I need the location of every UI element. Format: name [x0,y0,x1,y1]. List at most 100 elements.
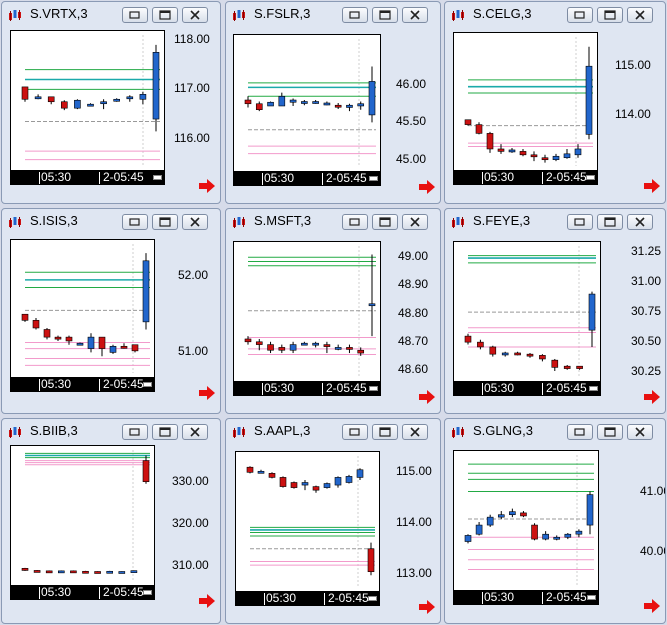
candle-body [312,486,320,491]
candle-body [244,338,252,343]
candle-body [497,514,505,518]
forward-arrow-icon[interactable] [198,179,216,193]
minimize-button[interactable] [567,214,593,230]
close-button[interactable] [402,214,428,230]
scroll-thumb[interactable] [368,596,377,601]
x-tick-divider [99,379,100,391]
maximize-button[interactable] [152,214,178,230]
x-tick-divider [262,173,263,185]
maximize-button[interactable] [372,424,398,440]
chart-window[interactable]: S.VRTX,3 05:30 2-05:45 118.00 117.00 116.00 [1,1,221,204]
x-tick-label: 05:30 [484,170,515,184]
candle-body [501,352,509,356]
candle-body [268,473,276,478]
forward-arrow-icon[interactable] [418,600,436,614]
close-button[interactable] [627,7,653,23]
maximize-button[interactable] [152,7,178,23]
candle-body [76,342,84,346]
candle-body [345,476,353,483]
title-bar[interactable]: S.FEYE,3 [445,209,665,235]
candle-body [497,148,505,152]
chart-window[interactable]: S.AAPL,3 05:30 2-05:45 115.00 114.00 113.00 [225,418,441,624]
minimize-button[interactable] [342,7,368,23]
scroll-thumb[interactable] [143,590,152,595]
title-bar[interactable]: S.FSLR,3 [226,2,440,28]
y-tick-label: 116.00 [174,130,210,145]
chart-window[interactable]: S.GLNG,3 05:30 2-05:45 41.00 40.00 [444,418,666,624]
candle-body [563,365,571,369]
title-bar[interactable]: S.CELG,3 [445,2,665,28]
scroll-thumb[interactable] [369,176,378,181]
forward-arrow-icon[interactable] [418,390,436,404]
title-bar[interactable]: S.MSFT,3 [226,209,440,235]
scroll-thumb[interactable] [589,386,598,391]
forward-arrow-icon[interactable] [643,179,661,193]
candle-body [357,103,365,107]
chart-window[interactable]: S.CELG,3 05:30 2-05:45 115.00 114.00 [444,1,666,204]
forward-arrow-icon[interactable] [643,599,661,613]
minimize-button[interactable] [122,424,148,440]
close-button[interactable] [627,214,653,230]
candle-body [477,341,484,348]
title-bar[interactable]: S.GLNG,3 [445,419,665,445]
minimize-button[interactable] [342,214,368,230]
scroll-thumb[interactable] [587,595,596,600]
minimize-button[interactable] [122,214,148,230]
minimize-button[interactable] [567,424,593,440]
close-button[interactable] [627,424,653,440]
chart-window[interactable]: S.FSLR,3 05:30 2-05:45 46.00 45.50 45.00 [225,1,441,204]
chart-window[interactable]: S.BIIB,3 05:30 2-05:45 330.00 320.00 310.00 [1,418,221,624]
candle-body [486,516,494,526]
title-bar[interactable]: S.AAPL,3 [226,419,440,445]
window-title: S.ISIS,3 [30,213,78,228]
forward-arrow-icon[interactable] [198,386,216,400]
close-button[interactable] [182,214,208,230]
chart-window[interactable]: S.MSFT,3 05:30 2-05:45 49.00 48.90 48.80 48.70… [225,208,441,414]
candlestick-app-icon [232,8,246,22]
maximize-button[interactable] [597,424,623,440]
title-bar[interactable]: S.VRTX,3 [2,2,220,28]
close-button[interactable] [402,7,428,23]
candle-body [586,494,594,526]
forward-arrow-icon[interactable] [418,180,436,194]
maximize-button[interactable] [372,214,398,230]
candle-body [301,342,308,346]
maximize-button[interactable] [152,424,178,440]
candle-body [70,570,77,574]
candlestick-plot: 05:30 2-05:45 [453,32,598,185]
title-bar[interactable]: S.BIIB,3 [2,419,220,445]
scroll-thumb[interactable] [153,175,162,180]
minimize-button[interactable] [567,7,593,23]
candlestick-plot: 05:30 2-05:45 [235,451,380,606]
title-bar[interactable]: S.ISIS,3 [2,209,220,235]
scroll-thumb[interactable] [586,175,595,180]
maximize-button[interactable] [597,214,623,230]
minimize-button[interactable] [342,424,368,440]
time-axis: 05:30 2-05:45 [454,590,598,604]
candlestick-app-icon [8,8,22,22]
candle-body [279,477,287,487]
chart-window[interactable]: S.FEYE,3 05:30 2-05:45 31.25 31.00 30.75 30.50… [444,208,666,414]
x-tick-divider [322,173,323,185]
scroll-thumb[interactable] [369,386,378,391]
forward-arrow-icon[interactable] [198,594,216,608]
x-tick-label: 2-05:45 [103,170,144,184]
candle-body [574,148,582,156]
candle-body [575,530,583,535]
x-tick-label: 05:30 [264,381,295,395]
candle-body [113,98,120,102]
maximize-button[interactable] [597,7,623,23]
maximize-button[interactable] [372,7,398,23]
candle-body [65,336,73,342]
close-button[interactable] [182,424,208,440]
close-button[interactable] [182,7,208,23]
chart-window[interactable]: S.ISIS,3 05:30 2-05:45 52.00 51.00 [1,208,221,414]
minimize-button[interactable] [122,7,148,23]
candle-body [368,81,376,116]
close-button[interactable] [402,424,428,440]
candle-body [290,482,298,488]
forward-arrow-icon[interactable] [643,390,661,404]
x-tick-divider [39,172,40,184]
candle-body [130,570,138,573]
scroll-thumb[interactable] [143,382,152,387]
